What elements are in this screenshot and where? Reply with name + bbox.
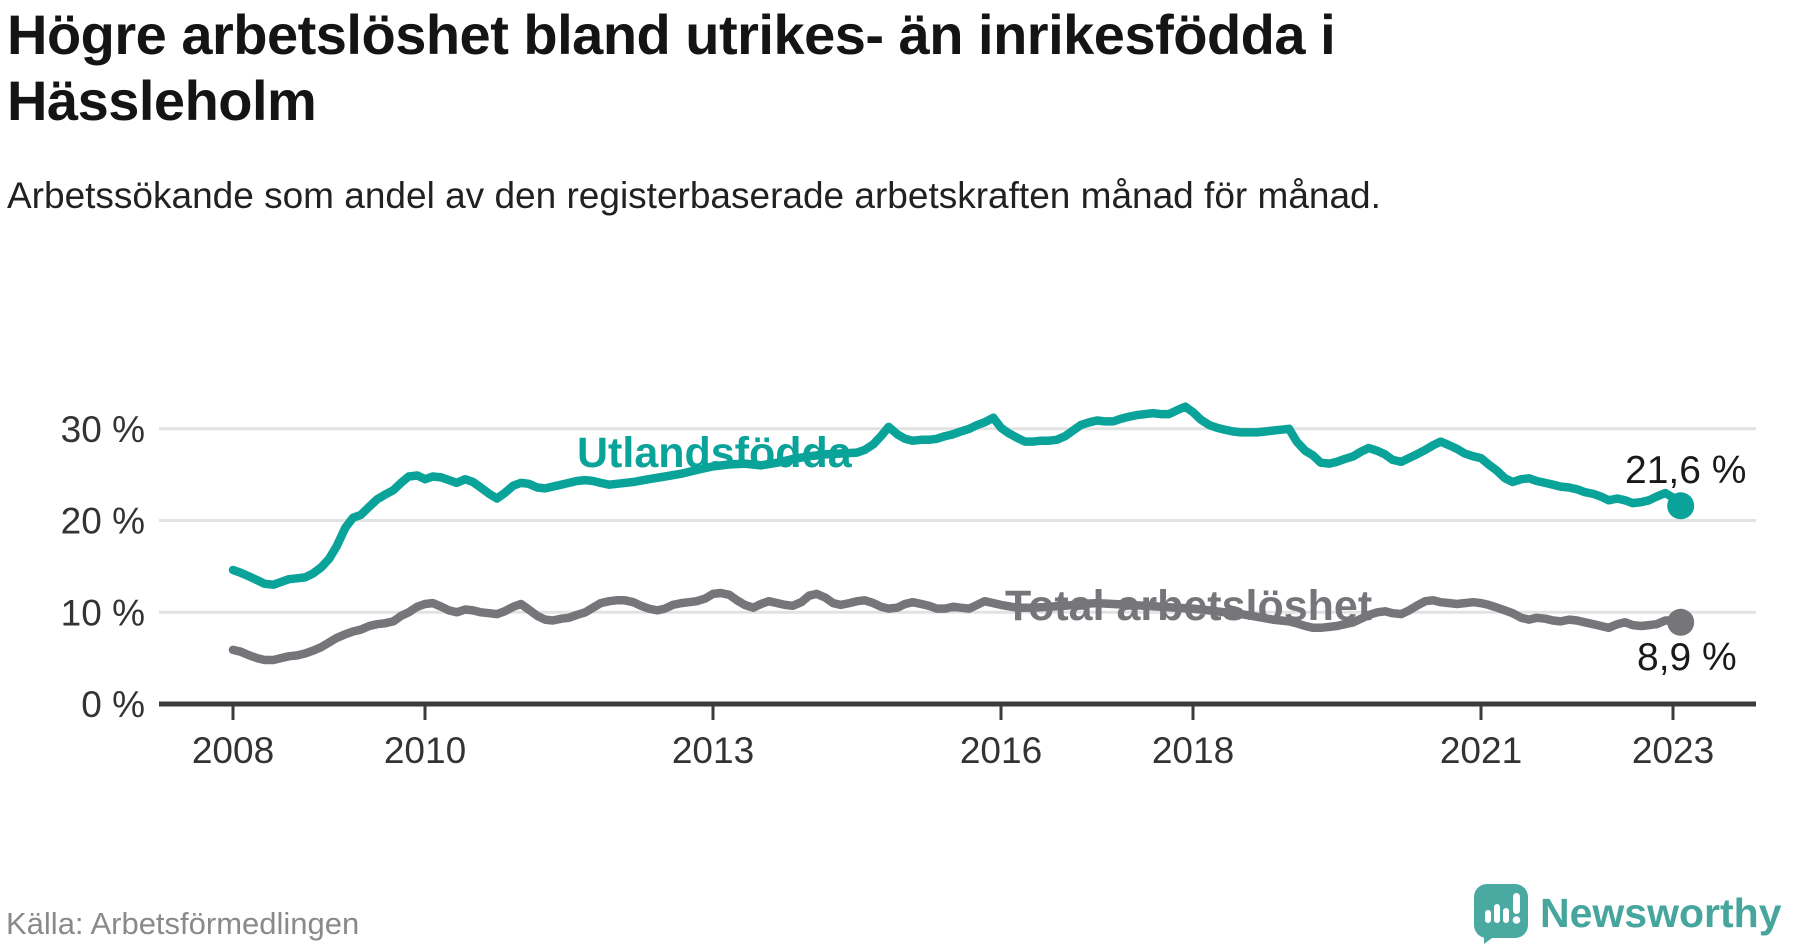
x-tick-label: 2021 (1440, 730, 1522, 771)
series-line-utlandsfodda (228, 402, 1685, 589)
y-tick-label: 30 % (61, 409, 145, 450)
bar-chart-icon (1485, 904, 1509, 923)
gridlines: 0 % 10 % 20 % 30 % (61, 409, 1756, 725)
series-line-total-arbetsloshet (228, 588, 1685, 665)
series-label-total-arbetsloshet: Total arbetslöshet (1005, 582, 1372, 630)
series-label-utlandsfodda: Utlandsfödda (577, 429, 853, 477)
x-tick-label: 2008 (192, 730, 274, 771)
newsworthy-logo-icon (1474, 884, 1528, 944)
series-end-dot-total-arbetsloshet (1667, 608, 1695, 636)
exclamation-icon (1512, 893, 1521, 924)
x-tick-label: 2010 (384, 730, 466, 771)
y-tick-label: 0 % (81, 684, 145, 725)
newsworthy-logo: Newsworthy (1474, 884, 1782, 944)
x-tick-label: 2018 (1152, 730, 1234, 771)
x-tick-label: 2023 (1632, 730, 1714, 771)
x-tick-label: 2013 (672, 730, 754, 771)
brand-name: Newsworthy (1540, 890, 1782, 936)
logo-bubble-tail (1484, 932, 1500, 944)
value-label-total-arbetsloshet: 8,9 % (1637, 636, 1737, 679)
series-end-dot-utlandsfodda (1667, 492, 1695, 520)
page-title: Högre arbetslöshet bland utrikes- än inr… (7, 3, 1336, 132)
y-tick-label: 20 % (61, 501, 145, 542)
x-axis-ticks: 2008 2010 2013 2016 2018 2021 2023 (192, 706, 1714, 771)
page-subtitle: Arbetssökande som andel av den registerb… (7, 175, 1381, 216)
source-note: Källa: Arbetsförmedlingen (6, 906, 360, 941)
y-tick-label: 10 % (61, 592, 145, 633)
value-label-utlandsfodda: 21,6 % (1625, 449, 1746, 492)
x-tick-label: 2016 (960, 730, 1042, 771)
